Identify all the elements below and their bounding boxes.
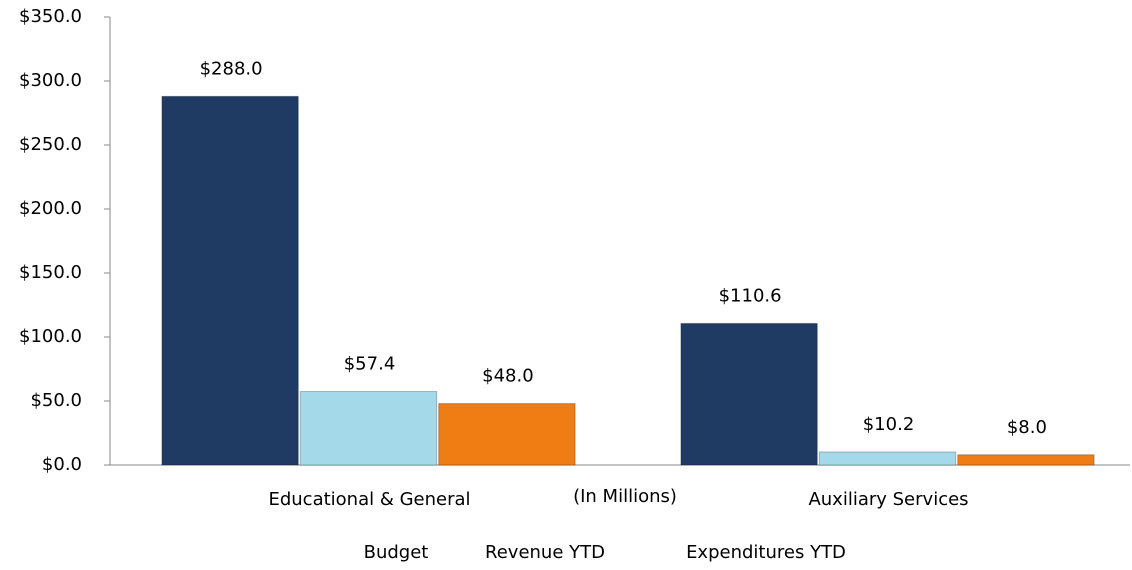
legend-label: Budget: [364, 542, 429, 563]
bar: [680, 322, 818, 466]
value-label: $8.0: [1007, 417, 1047, 438]
y-tick-label: $150.0: [19, 262, 82, 283]
bar: [957, 454, 1095, 466]
x-tick-label: Auxiliary Services: [808, 489, 968, 510]
bar: [161, 95, 299, 466]
y-tick-label: $50.0: [30, 390, 82, 411]
x-tick-label: Educational & General: [268, 489, 470, 510]
value-label: $57.4: [344, 354, 396, 375]
bar: [438, 403, 576, 466]
value-label: $288.0: [200, 58, 263, 79]
value-label: $48.0: [482, 366, 534, 387]
y-tick-label: $100.0: [19, 326, 82, 347]
bar: [299, 391, 438, 466]
y-tick-label: $350.0: [19, 6, 82, 27]
y-tick-label: $250.0: [19, 134, 82, 155]
value-label: $10.2: [863, 414, 915, 435]
x-axis-label: (In Millions): [573, 486, 677, 507]
legend-label: Expenditures YTD: [686, 542, 846, 563]
bar: [818, 451, 957, 466]
legend-label: Revenue YTD: [485, 542, 605, 563]
value-label: $110.6: [719, 285, 782, 306]
y-tick-label: $300.0: [19, 70, 82, 91]
y-tick-label: $0.0: [42, 454, 82, 475]
y-tick-label: $200.0: [19, 198, 82, 219]
